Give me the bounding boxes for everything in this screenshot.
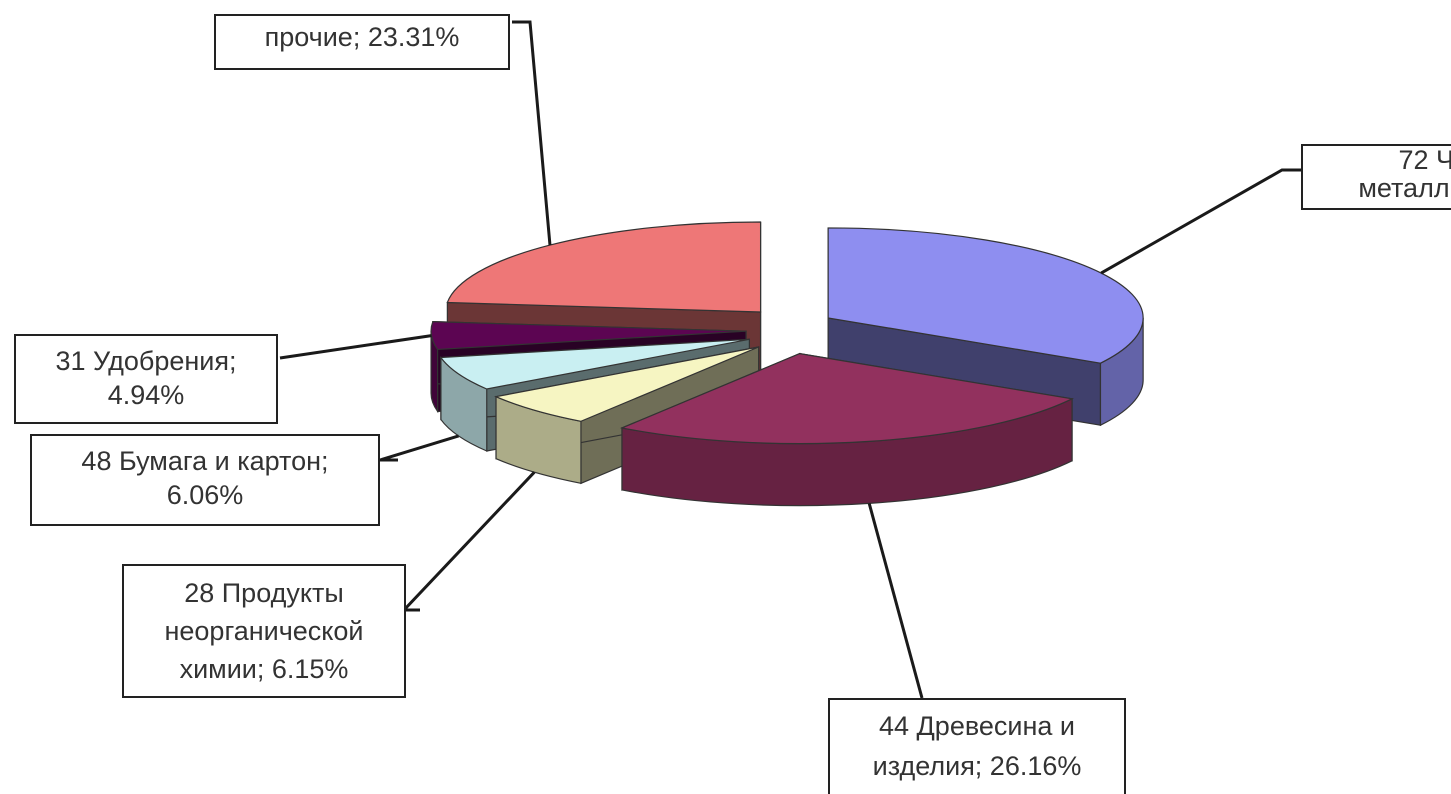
label-inorganic-line-2: неорганической (164, 616, 364, 646)
label-inorganic-line-1: 28 Продукты (184, 578, 344, 608)
slice-paper-top (439, 338, 750, 390)
leader-line-other (512, 20, 552, 246)
label-fertilizers: 31 Удобрения; 4.94% (14, 334, 278, 424)
leader-line-paper (379, 434, 460, 462)
label-paper-line-2: 6.06% (166, 480, 244, 510)
label-wood-line-1: 44 Древесина и (878, 711, 1075, 741)
leader-line-inorganic (400, 471, 536, 612)
label-paper-line-1: 48 Бумага и картон; (81, 446, 329, 476)
label-other-line-1: прочие; 23.31% (264, 22, 460, 52)
label-inorganic-line-3: химии; 6.15% (179, 654, 349, 684)
slice-metals-top (827, 227, 1144, 364)
label-metals: 72 Че металлы (1301, 144, 1451, 210)
label-wood-line-2: изделия; 26.16% (872, 751, 1082, 781)
label-paper: 48 Бумага и картон; 6.06% (30, 434, 380, 526)
leader-line-metals (1100, 168, 1301, 275)
pie-slices (430, 221, 1144, 507)
leader-line-wood (867, 502, 924, 699)
slice-inorganic-top (494, 346, 759, 422)
slice-fertilizers-top (430, 321, 747, 351)
label-fertilizers-line-1: 31 Удобрения; (55, 346, 237, 376)
label-wood: 44 Древесина и изделия; 26.16% (828, 698, 1126, 794)
label-fertilizers-line-2: 4.94% (107, 380, 185, 410)
label-metals-line-1: 72 Че (1398, 145, 1451, 175)
leader-line-fertilizers (279, 334, 432, 360)
slice-wood-top (619, 352, 1074, 445)
slice-wood (619, 352, 1074, 507)
label-other: прочие; 23.31% (214, 14, 510, 70)
slice-other-top (446, 221, 762, 313)
label-inorganic: 28 Продукты неорганической химии; 6.15% (122, 564, 406, 698)
label-metals-line-2: металлы (1358, 173, 1451, 203)
